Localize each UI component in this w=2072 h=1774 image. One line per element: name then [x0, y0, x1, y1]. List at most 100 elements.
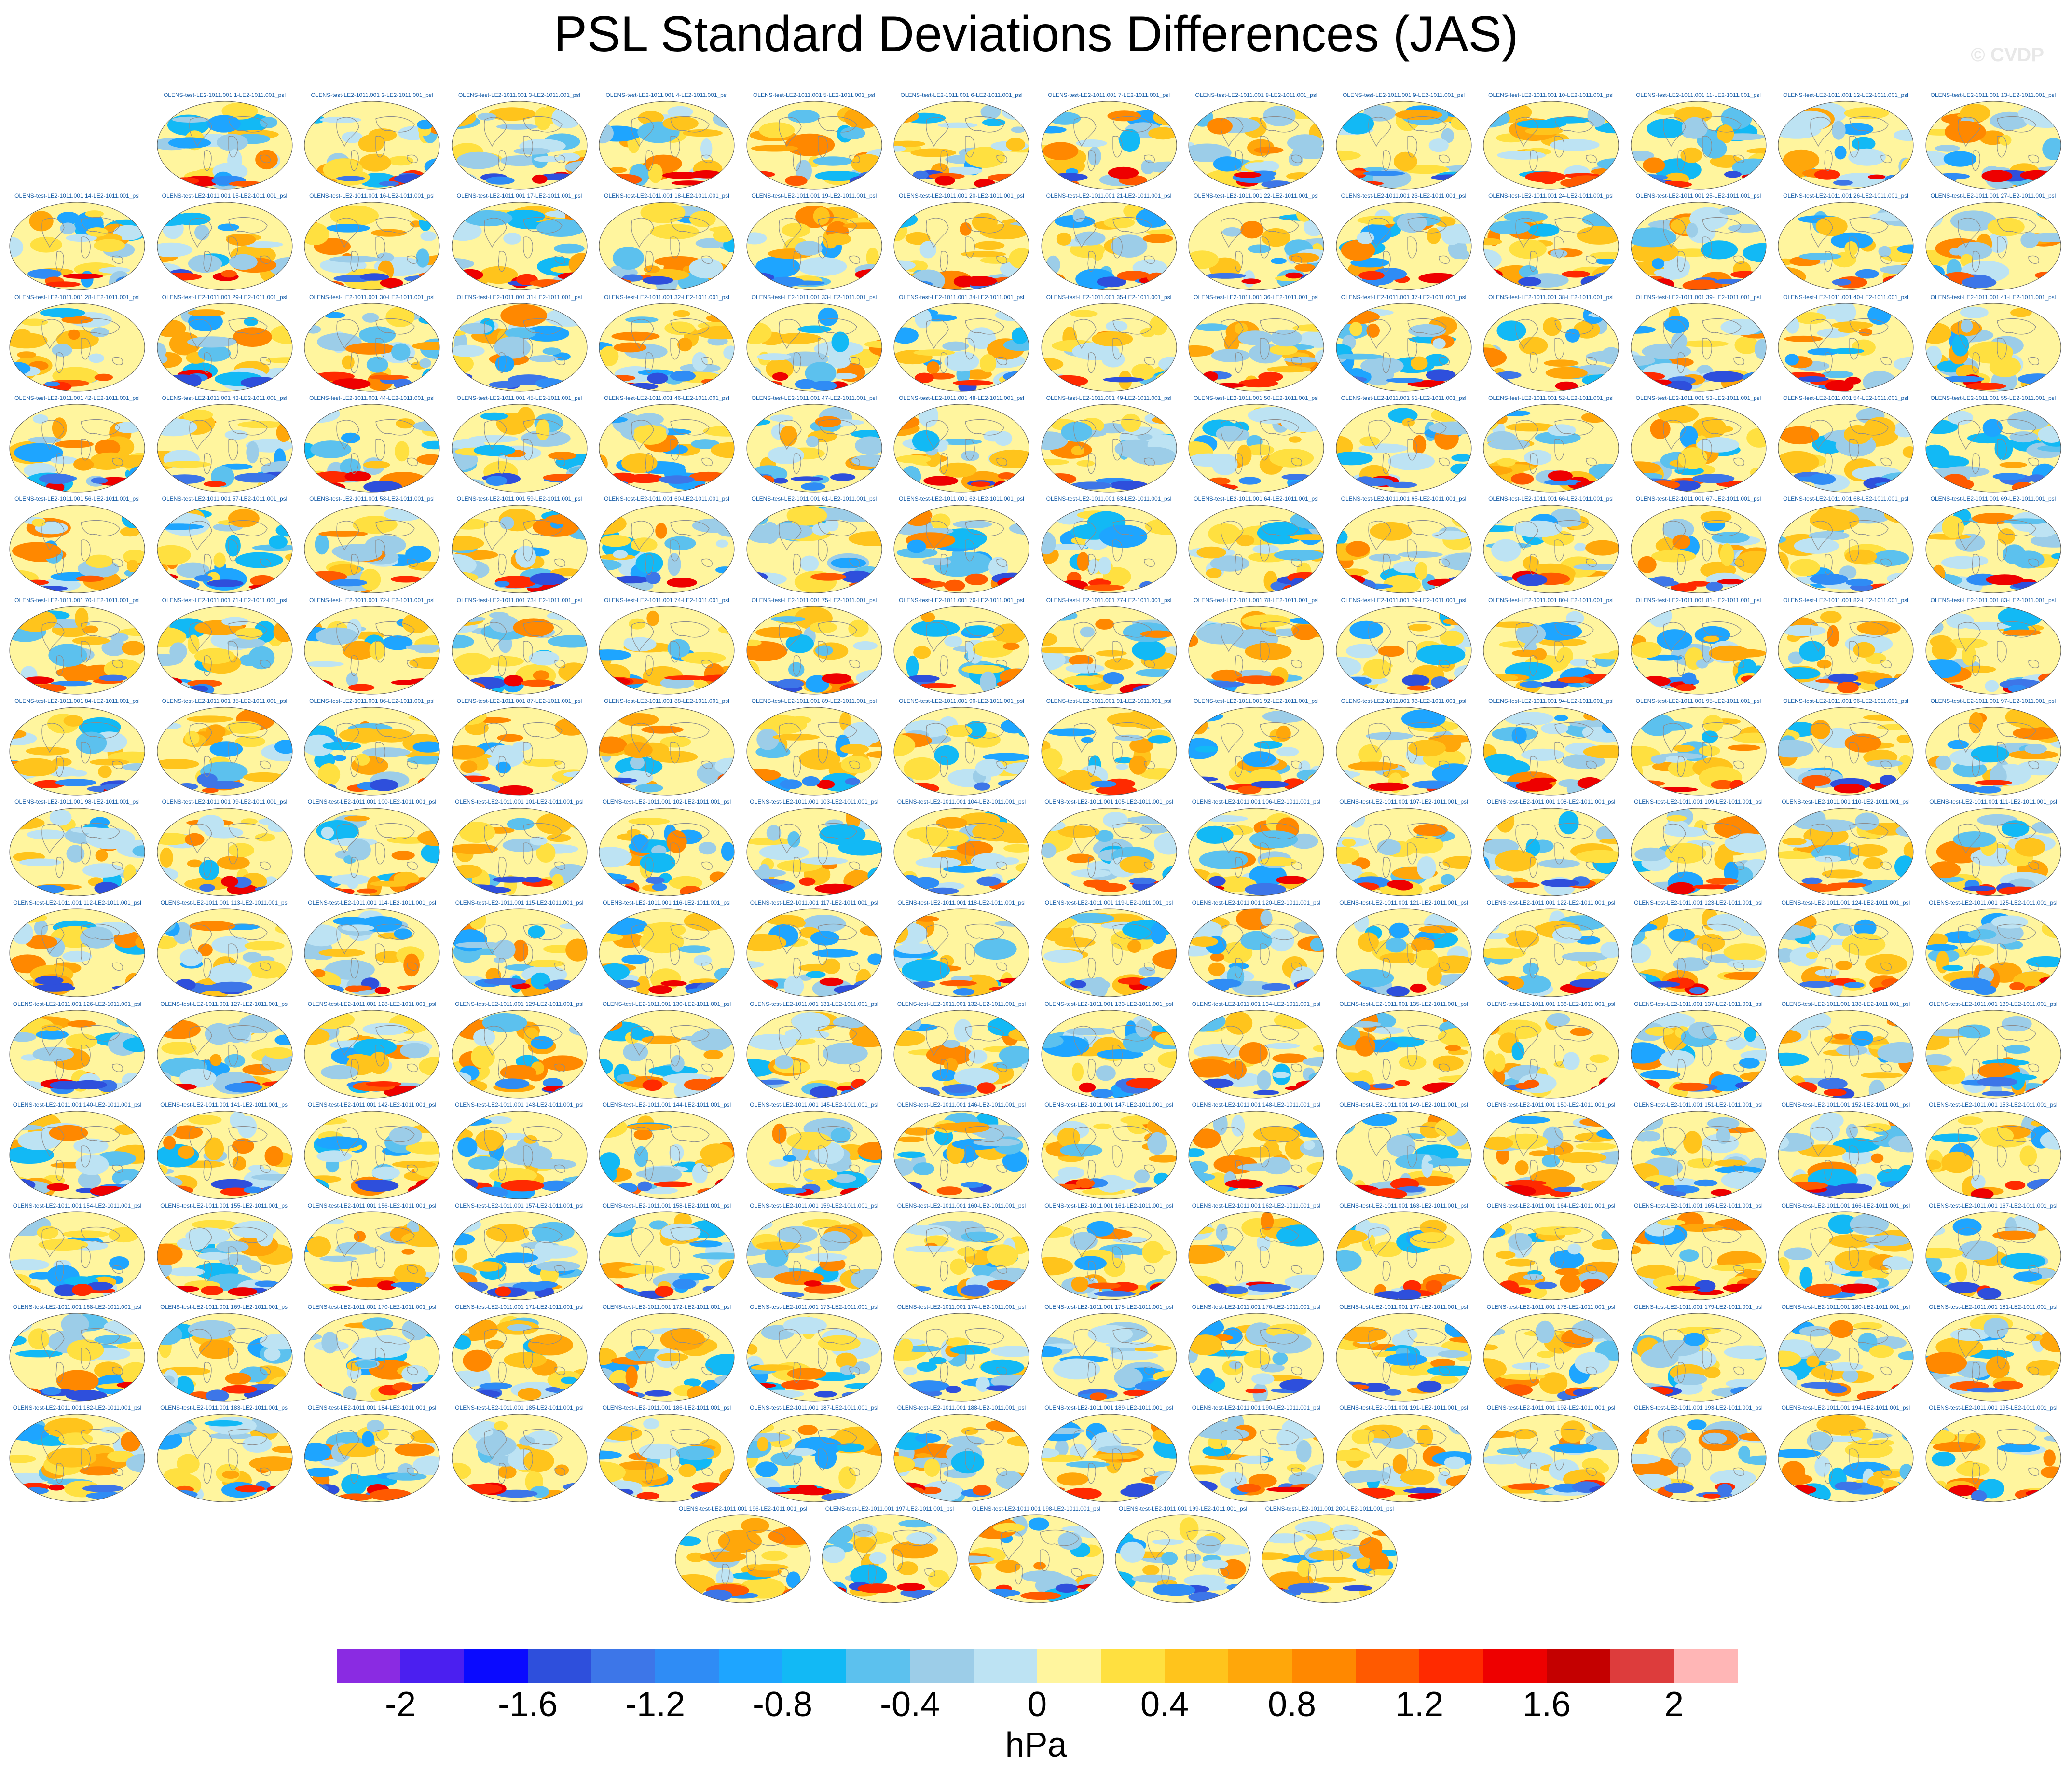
- panel-label: OLENS-test-LE2-1011.001 57-LE2-1011.001_…: [162, 495, 288, 503]
- global-map-plot: [304, 1010, 440, 1099]
- map-panel: OLENS-test-LE2-1011.001 120-LE2-1011.001…: [1184, 899, 1329, 1001]
- panel-label: OLENS-test-LE2-1011.001 173-LE2-1011.001…: [750, 1303, 878, 1310]
- map-panel: OLENS-test-LE2-1011.001 80-LE2-1011.001_…: [1479, 597, 1623, 698]
- map-panel: OLENS-test-LE2-1011.001 155-LE2-1011.001…: [152, 1202, 297, 1304]
- global-map-plot: [1188, 404, 1324, 493]
- global-map-plot: [1483, 1010, 1619, 1099]
- map-panel: OLENS-test-LE2-1011.001 66-LE2-1011.001_…: [1479, 495, 1623, 597]
- global-map-plot: [157, 1010, 292, 1099]
- panel-label: OLENS-test-LE2-1011.001 97-LE2-1011.001_…: [1930, 697, 2056, 704]
- map-panel: OLENS-test-LE2-1011.001 3-LE2-1011.001_p…: [447, 92, 592, 193]
- map-panel: OLENS-test-LE2-1011.001 75-LE2-1011.001_…: [742, 597, 887, 698]
- panel-label: OLENS-test-LE2-1011.001 55-LE2-1011.001_…: [1930, 394, 2056, 401]
- panel-label: OLENS-test-LE2-1011.001 72-LE2-1011.001_…: [309, 596, 435, 604]
- global-map-plot: [1041, 606, 1177, 694]
- panel-label: OLENS-test-LE2-1011.001 101-LE2-1011.001…: [455, 798, 584, 806]
- map-panel: OLENS-test-LE2-1011.001 129-LE2-1011.001…: [447, 1001, 592, 1102]
- map-panel: OLENS-test-LE2-1011.001 167-LE2-1011.001…: [1921, 1202, 2066, 1304]
- global-map-plot: [157, 404, 292, 493]
- panel-label: OLENS-test-LE2-1011.001 175-LE2-1011.001…: [1044, 1303, 1173, 1310]
- panel-label: OLENS-test-LE2-1011.001 4-LE2-1011.001_p…: [605, 92, 728, 98]
- panel-label: OLENS-test-LE2-1011.001 115-LE2-1011.001…: [455, 899, 584, 907]
- map-panel: OLENS-test-LE2-1011.001 109-LE2-1011.001…: [1626, 798, 1771, 900]
- panel-label: OLENS-test-LE2-1011.001 86-LE2-1011.001_…: [309, 697, 435, 704]
- map-panel: OLENS-test-LE2-1011.001 185-LE2-1011.001…: [447, 1404, 592, 1506]
- map-panel: OLENS-test-LE2-1011.001 196-LE2-1011.001…: [671, 1505, 815, 1607]
- panel-label: OLENS-test-LE2-1011.001 65-LE2-1011.001_…: [1341, 495, 1467, 503]
- panel-label: OLENS-test-LE2-1011.001 140-LE2-1011.001…: [13, 1101, 142, 1108]
- global-map-plot: [452, 1211, 587, 1300]
- map-panel: OLENS-test-LE2-1011.001 37-LE2-1011.001_…: [1331, 294, 1476, 395]
- global-map-plot: [746, 1111, 882, 1199]
- panel-label: OLENS-test-LE2-1011.001 20-LE2-1011.001_…: [899, 193, 1024, 200]
- map-panel: OLENS-test-LE2-1011.001 157-LE2-1011.001…: [447, 1202, 592, 1304]
- panel-label: OLENS-test-LE2-1011.001 153-LE2-1011.001…: [1929, 1101, 2058, 1108]
- map-panel: OLENS-test-LE2-1011.001 145-LE2-1011.001…: [742, 1101, 887, 1203]
- colorbar: [337, 1649, 1738, 1683]
- global-map-plot: [1778, 1313, 1914, 1402]
- global-map-plot: [1041, 404, 1177, 493]
- map-panel: OLENS-test-LE2-1011.001 133-LE2-1011.001…: [1037, 1001, 1181, 1102]
- global-map-plot: [893, 404, 1029, 493]
- panel-label: OLENS-test-LE2-1011.001 6-LE2-1011.001_p…: [900, 92, 1023, 98]
- global-map-plot: [1778, 1010, 1914, 1099]
- global-map-plot: [746, 908, 882, 997]
- map-panel: OLENS-test-LE2-1011.001 183-LE2-1011.001…: [152, 1404, 297, 1506]
- map-panel: OLENS-test-LE2-1011.001 41-LE2-1011.001_…: [1921, 294, 2066, 395]
- panel-label: OLENS-test-LE2-1011.001 167-LE2-1011.001…: [1929, 1202, 2058, 1210]
- global-map-plot: [746, 303, 882, 392]
- panel-label: OLENS-test-LE2-1011.001 7-LE2-1011.001_p…: [1047, 92, 1170, 98]
- map-panel: OLENS-test-LE2-1011.001 68-LE2-1011.001_…: [1773, 495, 1918, 597]
- panel-label: OLENS-test-LE2-1011.001 19-LE2-1011.001_…: [751, 193, 877, 200]
- map-panel: OLENS-test-LE2-1011.001 164-LE2-1011.001…: [1479, 1202, 1623, 1304]
- panel-label: OLENS-test-LE2-1011.001 93-LE2-1011.001_…: [1341, 697, 1467, 704]
- map-panel: OLENS-test-LE2-1011.001 127-LE2-1011.001…: [152, 1001, 297, 1102]
- global-map-plot: [1188, 505, 1324, 593]
- global-map-plot: [599, 908, 735, 997]
- panel-label: OLENS-test-LE2-1011.001 134-LE2-1011.001…: [1192, 1000, 1321, 1007]
- panel-label: OLENS-test-LE2-1011.001 44-LE2-1011.001_…: [309, 394, 435, 401]
- panel-label: OLENS-test-LE2-1011.001 39-LE2-1011.001_…: [1635, 293, 1761, 301]
- panel-label: OLENS-test-LE2-1011.001 9-LE2-1011.001_p…: [1342, 92, 1465, 98]
- panel-label: OLENS-test-LE2-1011.001 95-LE2-1011.001_…: [1635, 697, 1761, 704]
- panel-label: OLENS-test-LE2-1011.001 123-LE2-1011.001…: [1634, 899, 1763, 907]
- global-map-plot: [1483, 202, 1619, 290]
- panel-label: OLENS-test-LE2-1011.001 42-LE2-1011.001_…: [14, 394, 140, 401]
- panel-label: OLENS-test-LE2-1011.001 99-LE2-1011.001_…: [162, 798, 288, 806]
- map-panel: OLENS-test-LE2-1011.001 136-LE2-1011.001…: [1479, 1001, 1623, 1102]
- global-map-plot: [9, 1010, 145, 1099]
- map-panel: OLENS-test-LE2-1011.001 72-LE2-1011.001_…: [300, 597, 444, 698]
- map-panel: OLENS-test-LE2-1011.001 65-LE2-1011.001_…: [1331, 495, 1476, 597]
- global-map-plot: [157, 1414, 292, 1502]
- global-map-plot: [1631, 1211, 1766, 1300]
- map-panel: OLENS-test-LE2-1011.001 62-LE2-1011.001_…: [889, 495, 1034, 597]
- panel-label: OLENS-test-LE2-1011.001 147-LE2-1011.001…: [1044, 1101, 1173, 1108]
- figure-title: PSL Standard Deviations Differences (JAS…: [553, 6, 1519, 62]
- panel-label: OLENS-test-LE2-1011.001 172-LE2-1011.001…: [602, 1303, 731, 1310]
- map-panel: OLENS-test-LE2-1011.001 82-LE2-1011.001_…: [1773, 597, 1918, 698]
- colorbar-tick-label: -0.8: [752, 1685, 813, 1724]
- map-panel: OLENS-test-LE2-1011.001 4-LE2-1011.001_p…: [594, 92, 739, 193]
- panel-label: OLENS-test-LE2-1011.001 100-LE2-1011.001…: [307, 798, 437, 806]
- panel-label: OLENS-test-LE2-1011.001 98-LE2-1011.001_…: [14, 798, 140, 806]
- map-panel: OLENS-test-LE2-1011.001 110-LE2-1011.001…: [1773, 798, 1918, 900]
- map-panel: OLENS-test-LE2-1011.001 76-LE2-1011.001_…: [889, 597, 1034, 698]
- map-panel: OLENS-test-LE2-1011.001 146-LE2-1011.001…: [889, 1101, 1034, 1203]
- colorbar-swatch: [1610, 1649, 1674, 1683]
- global-map-plot: [9, 606, 145, 694]
- panel-label: OLENS-test-LE2-1011.001 150-LE2-1011.001…: [1486, 1101, 1616, 1108]
- global-map-plot: [1188, 707, 1324, 796]
- panel-label: OLENS-test-LE2-1011.001 114-LE2-1011.001…: [308, 899, 436, 907]
- colorbar-swatch: [1165, 1649, 1229, 1683]
- map-panel: OLENS-test-LE2-1011.001 182-LE2-1011.001…: [5, 1404, 150, 1506]
- panel-label: OLENS-test-LE2-1011.001 29-LE2-1011.001_…: [162, 293, 288, 301]
- map-panel: OLENS-test-LE2-1011.001 116-LE2-1011.001…: [594, 899, 739, 1001]
- map-panel: OLENS-test-LE2-1011.001 137-LE2-1011.001…: [1626, 1001, 1771, 1102]
- global-map-plot: [1631, 1414, 1766, 1502]
- global-map-plot: [452, 404, 587, 493]
- panel-label: OLENS-test-LE2-1011.001 13-LE2-1011.001_…: [1930, 92, 2056, 98]
- global-map-plot: [1483, 1414, 1619, 1502]
- global-map-plot: [1483, 808, 1619, 896]
- global-map-plot: [157, 505, 292, 593]
- panel-label: OLENS-test-LE2-1011.001 37-LE2-1011.001_…: [1341, 293, 1467, 301]
